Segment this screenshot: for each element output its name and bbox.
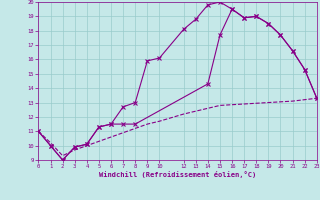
- X-axis label: Windchill (Refroidissement éolien,°C): Windchill (Refroidissement éolien,°C): [99, 171, 256, 178]
